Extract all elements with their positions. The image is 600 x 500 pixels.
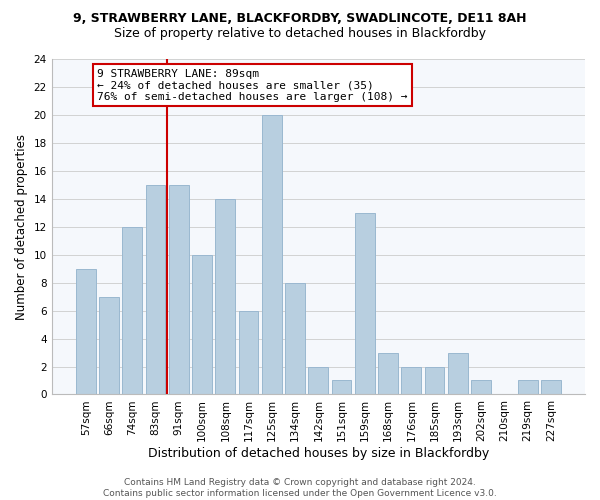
Bar xyxy=(76,268,95,394)
X-axis label: Distribution of detached houses by size in Blackfordby: Distribution of detached houses by size … xyxy=(148,447,489,460)
Bar xyxy=(448,352,468,395)
Bar xyxy=(518,380,538,394)
Bar xyxy=(215,199,235,394)
Bar xyxy=(122,226,142,394)
Text: 9 STRAWBERRY LANE: 89sqm
← 24% of detached houses are smaller (35)
76% of semi-d: 9 STRAWBERRY LANE: 89sqm ← 24% of detach… xyxy=(97,69,408,102)
Y-axis label: Number of detached properties: Number of detached properties xyxy=(15,134,28,320)
Bar xyxy=(169,185,188,394)
Bar xyxy=(401,366,421,394)
Text: Contains HM Land Registry data © Crown copyright and database right 2024.
Contai: Contains HM Land Registry data © Crown c… xyxy=(103,478,497,498)
Bar xyxy=(378,352,398,395)
Bar xyxy=(262,115,282,394)
Bar xyxy=(332,380,352,394)
Bar xyxy=(541,380,561,394)
Text: 9, STRAWBERRY LANE, BLACKFORDBY, SWADLINCOTE, DE11 8AH: 9, STRAWBERRY LANE, BLACKFORDBY, SWADLIN… xyxy=(73,12,527,26)
Bar xyxy=(192,254,212,394)
Bar xyxy=(285,282,305,395)
Bar xyxy=(239,310,259,394)
Bar xyxy=(146,185,166,394)
Bar xyxy=(471,380,491,394)
Text: Size of property relative to detached houses in Blackfordby: Size of property relative to detached ho… xyxy=(114,28,486,40)
Bar xyxy=(425,366,445,394)
Bar xyxy=(99,296,119,394)
Bar xyxy=(355,213,375,394)
Bar xyxy=(308,366,328,394)
